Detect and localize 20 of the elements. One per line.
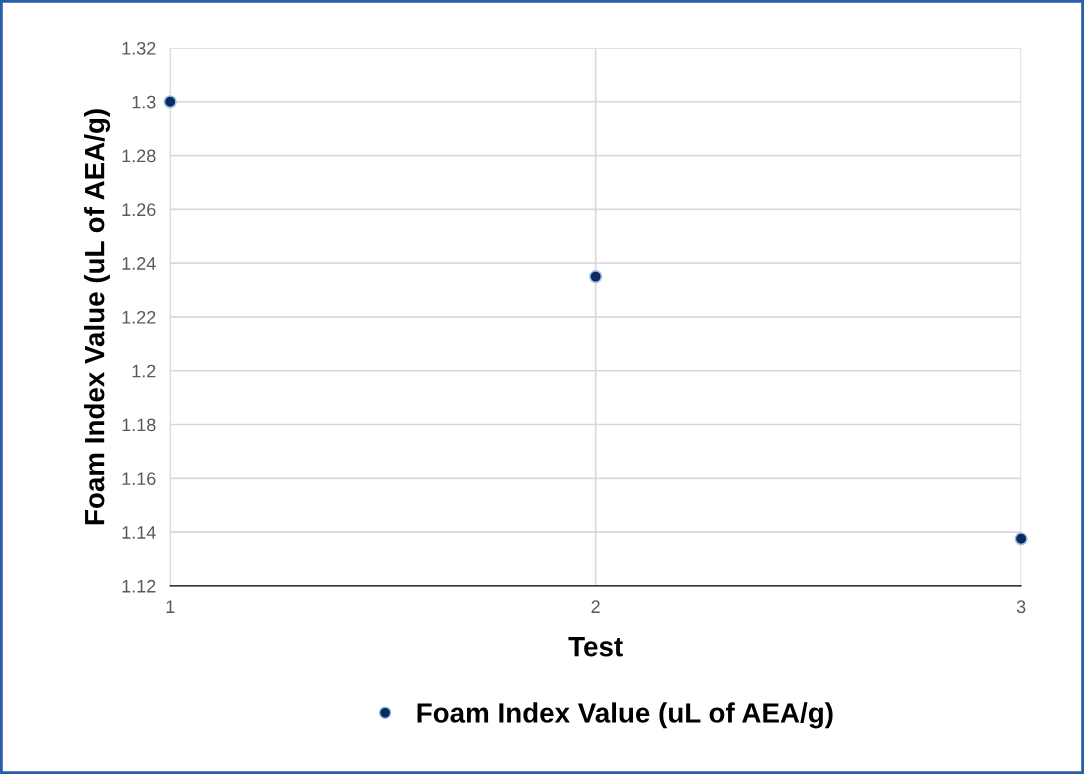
y-tick-label: 1.2	[132, 364, 156, 378]
y-tick-label: 1.32	[122, 41, 156, 55]
x-tick-label: 2	[591, 600, 600, 613]
y-axis-title: Foam Index Value (uL of AEA/g)	[84, 109, 111, 525]
legend-label: Foam Index Value (uL of AEA/g)	[417, 702, 833, 729]
x-tick-label: 1	[166, 600, 175, 613]
y-tick-label: 1.28	[122, 149, 156, 163]
point	[1014, 532, 1028, 546]
y-tick-label: 1.16	[122, 472, 156, 486]
point	[589, 269, 603, 284]
point	[163, 95, 177, 109]
x-tick-label: 3	[1016, 600, 1026, 614]
y-tick-label: 1.14	[122, 526, 156, 539]
y-tick-label: 1.26	[122, 203, 156, 217]
y-tick-label: 1.24	[122, 257, 156, 270]
y-tick-label: 1.3	[132, 95, 156, 109]
x-axis-title: Test	[568, 637, 623, 657]
y-tick-label: 1.22	[122, 310, 156, 324]
y-tick-label: 1.12	[122, 579, 156, 593]
y-tick-label: 1.18	[122, 418, 156, 432]
